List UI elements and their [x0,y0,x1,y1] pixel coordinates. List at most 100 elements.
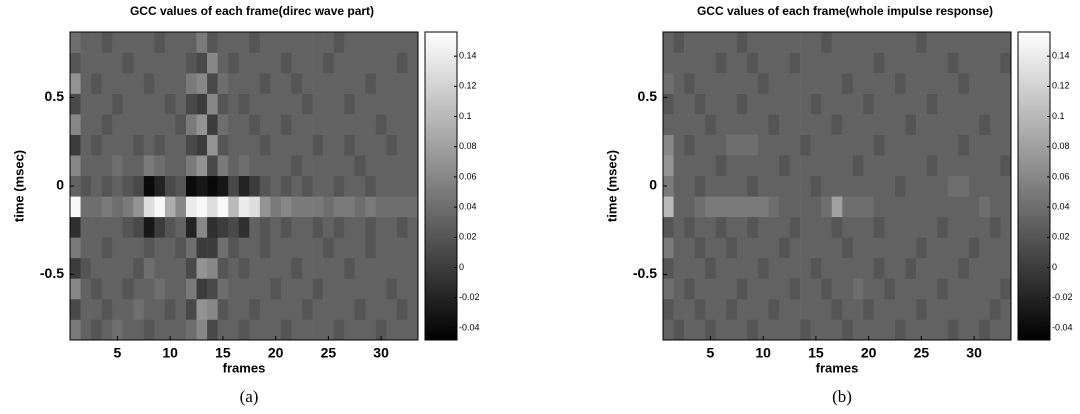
cell [217,298,229,320]
cell [757,52,769,74]
cell [884,155,896,177]
cell [863,93,875,115]
cell [895,175,906,197]
x-tick-label: 25 [914,345,930,361]
cell [112,278,124,300]
cell [873,278,885,300]
cell [873,114,885,135]
cell [916,216,927,238]
cell [344,175,356,197]
cell [386,175,398,197]
cell [937,278,949,300]
cell [715,319,727,341]
cell [663,216,674,238]
cell [164,319,176,341]
cell [916,52,927,74]
cell [386,93,398,115]
cell [312,319,324,341]
cell [112,155,124,177]
cell [852,73,864,94]
chart-title: GCC values of each frame(whole impulse r… [697,4,993,18]
colorbar-tick-label: 0.12 [459,81,477,91]
cell [810,155,822,177]
x-tick-label: 30 [966,345,982,361]
cell [302,216,313,238]
cell [164,93,176,115]
cell [354,134,366,156]
cell [302,134,313,156]
y-tick-label: 0 [649,177,657,193]
cell [768,319,780,341]
cell [821,319,833,341]
cell [979,298,991,320]
cell [694,134,706,156]
cell [736,257,748,279]
cell [873,298,885,320]
y-axis-label: time (msec) [604,150,619,222]
cell [249,257,261,279]
cell [831,216,843,238]
cell [270,73,282,94]
cell [228,155,240,177]
cell [789,52,801,74]
cell [673,175,685,197]
cell [821,93,833,115]
cell [207,73,218,94]
cell [228,175,240,197]
cell [715,196,727,218]
cell [249,175,261,197]
cell [333,32,345,53]
cell [70,298,81,320]
cell [164,257,176,279]
cell [280,196,292,218]
cell [143,93,155,115]
cell [80,155,92,177]
cell [270,32,282,53]
cell [333,237,345,259]
cell [916,73,927,94]
cell [1000,93,1012,115]
cell [344,114,356,135]
colorbar-tick-label: 0.1 [459,111,472,121]
cell [958,114,970,135]
cell [694,52,706,74]
cell [291,155,303,177]
cell [302,257,313,279]
cell [80,196,92,218]
cell [747,319,759,341]
cell [154,257,166,279]
cell [800,93,811,115]
cell [154,278,166,300]
cell [779,93,790,115]
cell [122,32,134,53]
cell [291,175,303,197]
cell [80,134,92,156]
cell [958,257,970,279]
cell [989,93,1001,115]
cell [259,257,271,279]
cell [70,134,81,156]
cell [705,73,717,94]
cell [926,278,938,300]
cell [810,237,822,259]
cell [270,278,282,300]
cell [228,93,240,115]
cell [164,155,176,177]
cell [280,155,292,177]
cell [842,134,854,156]
cell [112,73,124,94]
cell [207,52,218,74]
cell [779,155,790,177]
cell [354,155,366,177]
cell [312,155,324,177]
cell [705,319,717,341]
cell [333,257,345,279]
cell [238,319,250,341]
cell [800,155,811,177]
cell [968,257,980,279]
cell [354,32,366,53]
y-tick-label: 0.5 [45,88,65,104]
cell [726,52,738,74]
cell [365,298,377,320]
cell [238,237,250,259]
